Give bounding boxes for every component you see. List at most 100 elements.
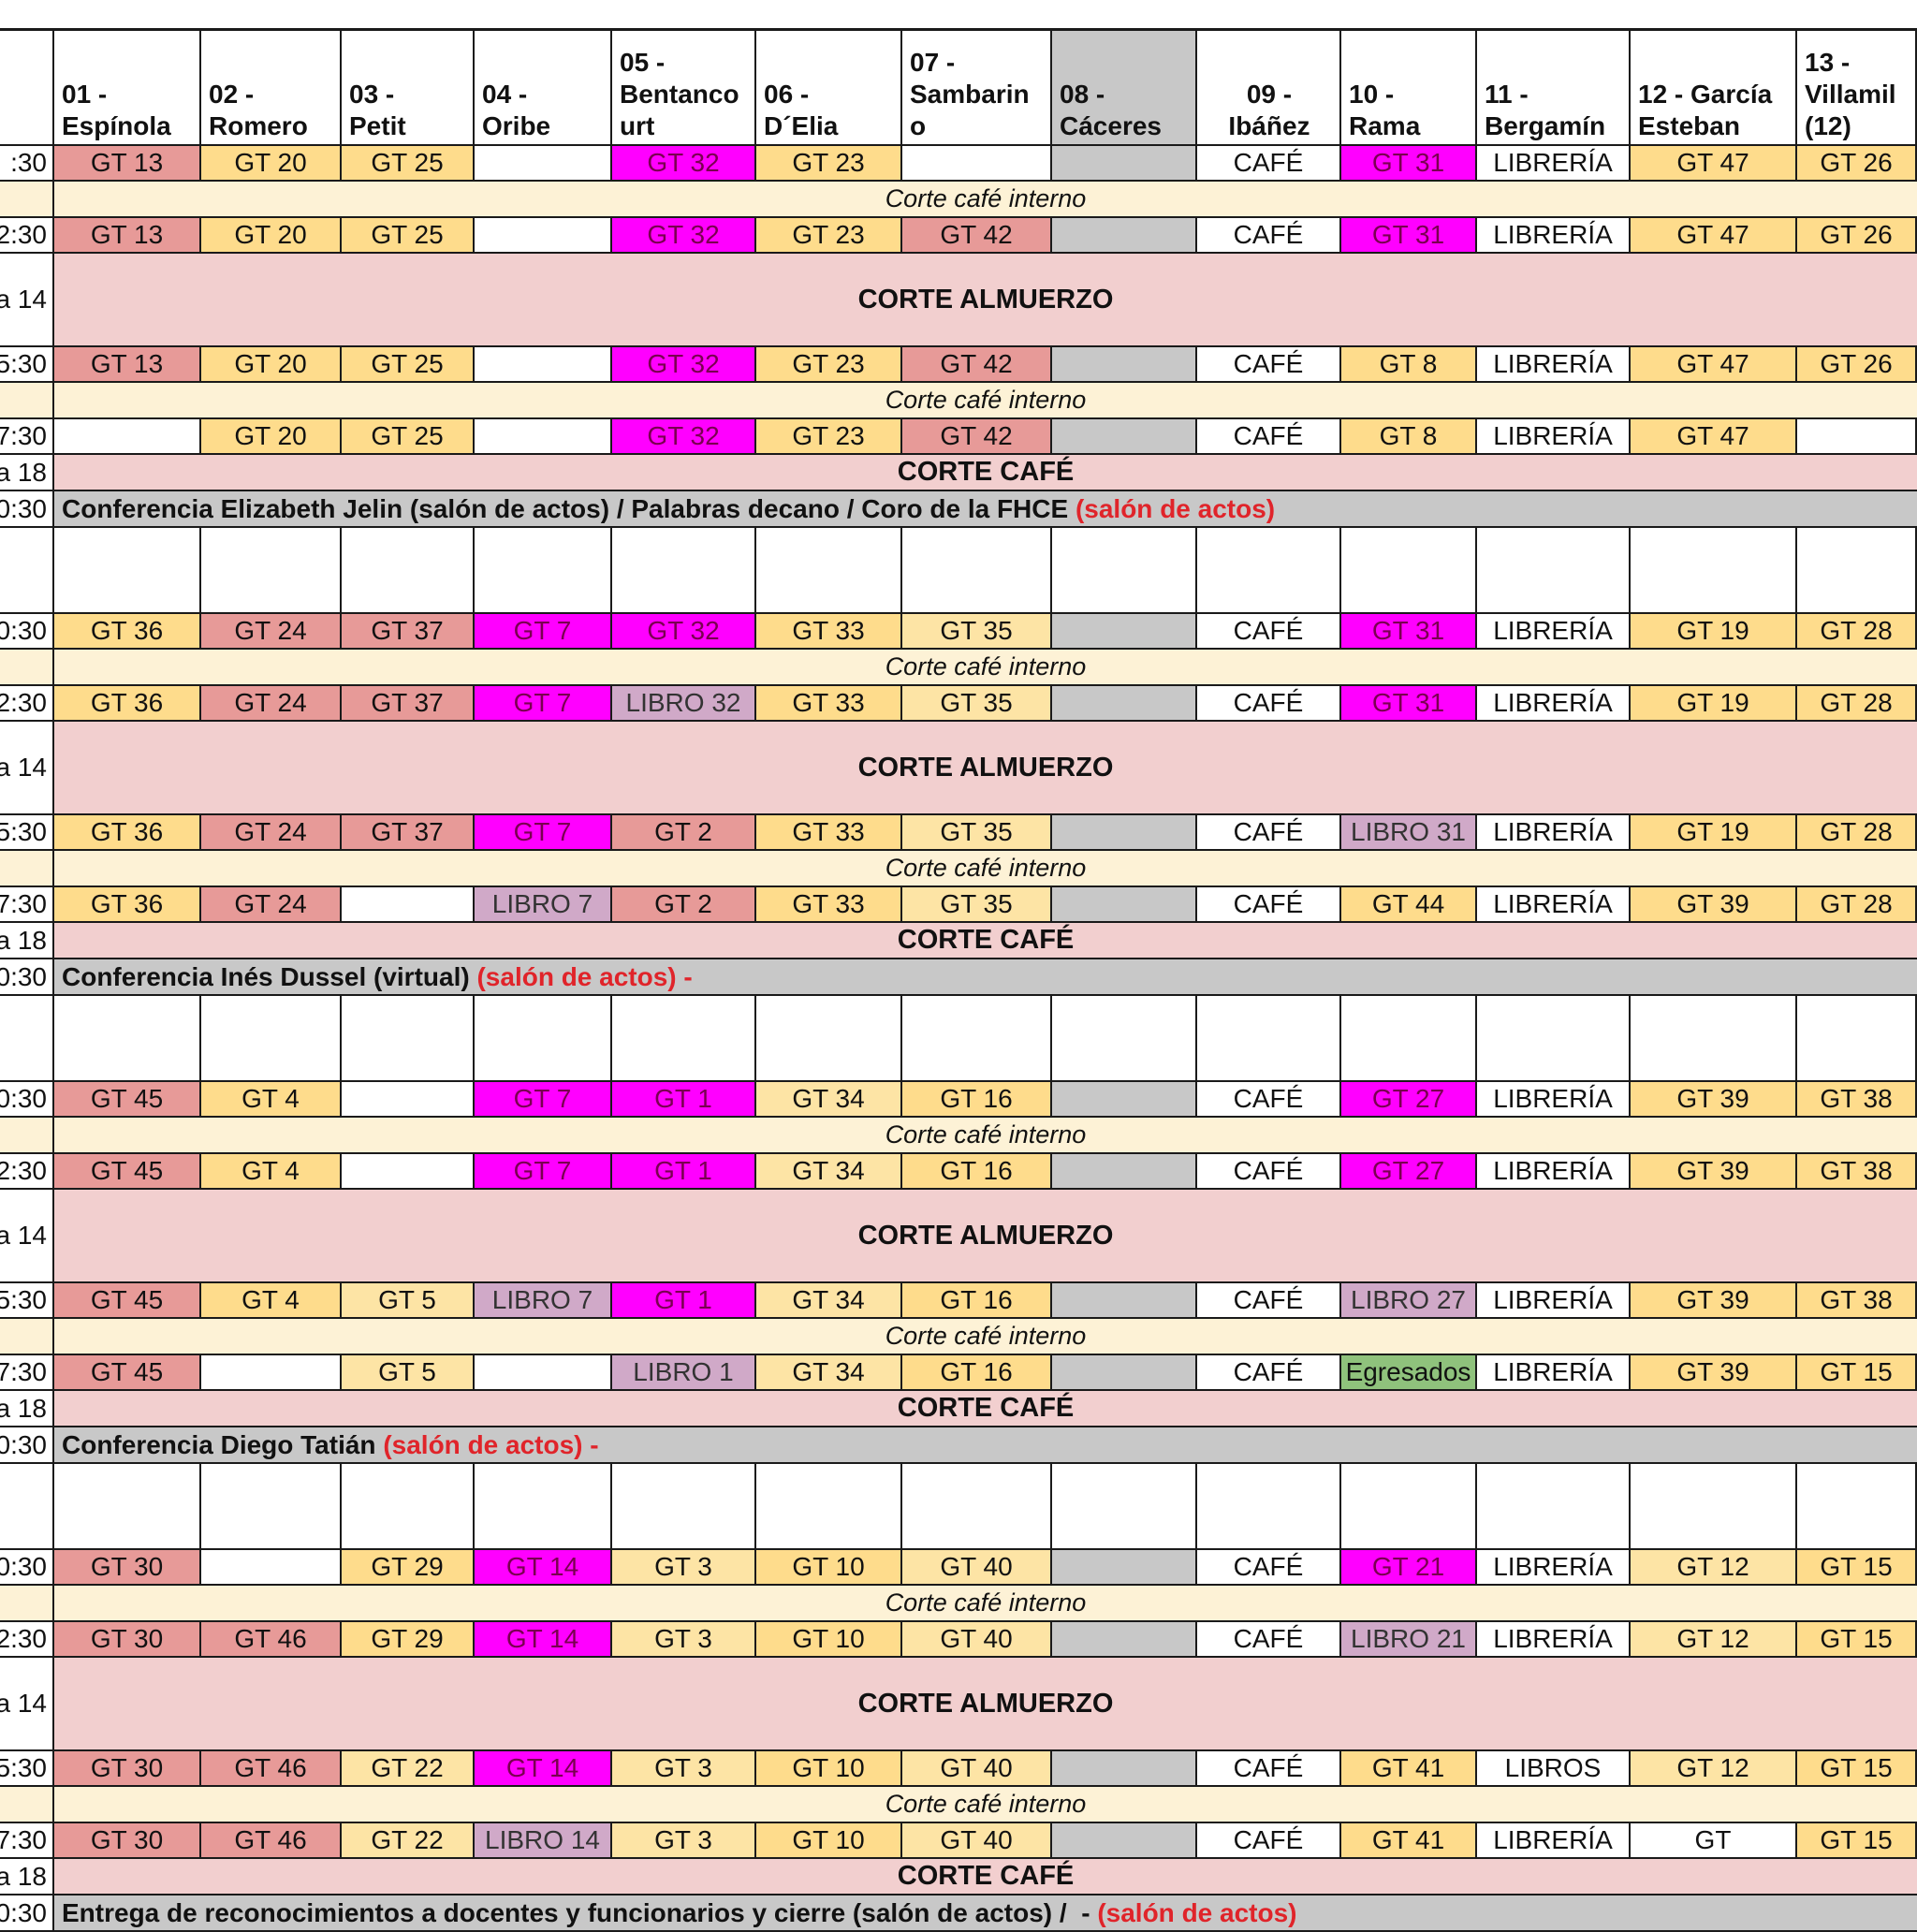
schedule-cell[interactable]: GT 19 bbox=[1631, 686, 1797, 722]
schedule-cell[interactable]: GT 32 bbox=[612, 146, 756, 182]
schedule-cell[interactable]: GT 37 bbox=[342, 686, 475, 722]
schedule-cell[interactable]: GT 33 bbox=[756, 887, 902, 923]
schedule-cell[interactable]: LIBROS bbox=[1477, 1751, 1631, 1787]
schedule-cell[interactable]: GT 12 bbox=[1631, 1622, 1797, 1658]
schedule-cell[interactable]: GT 4 bbox=[201, 1283, 342, 1319]
schedule-cell[interactable]: GT 20 bbox=[201, 419, 342, 455]
schedule-cell[interactable]: GT 20 bbox=[201, 218, 342, 254]
schedule-cell[interactable]: GT 21 bbox=[1341, 1550, 1477, 1586]
schedule-cell[interactable] bbox=[475, 218, 612, 254]
schedule-cell[interactable]: GT 3 bbox=[612, 1550, 756, 1586]
schedule-cell[interactable]: CAFÉ bbox=[1197, 614, 1341, 650]
schedule-cell[interactable]: GT 31 bbox=[1341, 686, 1477, 722]
schedule-cell[interactable]: GT 26 bbox=[1797, 218, 1917, 254]
schedule-cell[interactable]: GT 30 bbox=[54, 1823, 201, 1859]
schedule-cell[interactable]: GT 15 bbox=[1797, 1751, 1917, 1787]
schedule-cell[interactable]: GT 40 bbox=[902, 1823, 1052, 1859]
schedule-cell[interactable]: CAFÉ bbox=[1197, 1082, 1341, 1118]
schedule-cell[interactable]: GT 14 bbox=[475, 1622, 612, 1658]
schedule-cell[interactable]: GT 27 bbox=[1341, 1082, 1477, 1118]
schedule-cell[interactable] bbox=[342, 1082, 475, 1118]
schedule-cell[interactable] bbox=[1052, 686, 1197, 722]
schedule-cell[interactable]: GT 39 bbox=[1631, 1283, 1797, 1319]
schedule-cell[interactable]: GT 1 bbox=[612, 1154, 756, 1190]
schedule-cell[interactable]: GT 39 bbox=[1631, 1082, 1797, 1118]
schedule-cell[interactable]: GT 33 bbox=[756, 686, 902, 722]
schedule-cell[interactable]: GT 15 bbox=[1797, 1355, 1917, 1391]
schedule-cell[interactable]: LIBRERÍA bbox=[1477, 686, 1631, 722]
schedule-cell[interactable]: GT 31 bbox=[1341, 146, 1477, 182]
schedule-cell[interactable]: GT 20 bbox=[201, 146, 342, 182]
schedule-cell[interactable]: GT 5 bbox=[342, 1283, 475, 1319]
schedule-cell[interactable]: GT 2 bbox=[612, 887, 756, 923]
schedule-cell[interactable]: GT 28 bbox=[1797, 614, 1917, 650]
schedule-cell[interactable]: GT 16 bbox=[902, 1283, 1052, 1319]
schedule-cell[interactable]: GT 24 bbox=[201, 686, 342, 722]
schedule-cell[interactable]: GT 46 bbox=[201, 1622, 342, 1658]
schedule-cell[interactable]: GT 19 bbox=[1631, 614, 1797, 650]
schedule-cell[interactable]: GT 3 bbox=[612, 1622, 756, 1658]
schedule-cell[interactable]: GT 16 bbox=[902, 1082, 1052, 1118]
schedule-cell[interactable]: CAFÉ bbox=[1197, 1154, 1341, 1190]
schedule-cell[interactable] bbox=[475, 347, 612, 383]
schedule-cell[interactable]: GT 13 bbox=[54, 146, 201, 182]
schedule-cell[interactable]: GT 41 bbox=[1341, 1751, 1477, 1787]
schedule-cell[interactable]: GT 28 bbox=[1797, 815, 1917, 851]
schedule-cell[interactable]: GT 39 bbox=[1631, 1355, 1797, 1391]
schedule-cell[interactable] bbox=[1052, 614, 1197, 650]
schedule-cell[interactable]: GT 20 bbox=[201, 347, 342, 383]
schedule-cell[interactable]: GT 34 bbox=[756, 1283, 902, 1319]
schedule-cell[interactable]: Egresados bbox=[1341, 1355, 1477, 1391]
schedule-cell[interactable]: GT 3 bbox=[612, 1751, 756, 1787]
schedule-cell[interactable] bbox=[1052, 146, 1197, 182]
schedule-cell[interactable]: GT 33 bbox=[756, 815, 902, 851]
schedule-cell[interactable]: GT 14 bbox=[475, 1751, 612, 1787]
schedule-cell[interactable] bbox=[1052, 1355, 1197, 1391]
schedule-cell[interactable]: GT 34 bbox=[756, 1082, 902, 1118]
schedule-cell[interactable]: GT 29 bbox=[342, 1550, 475, 1586]
schedule-cell[interactable]: LIBRERÍA bbox=[1477, 1355, 1631, 1391]
schedule-cell[interactable]: LIBRERÍA bbox=[1477, 614, 1631, 650]
schedule-cell[interactable] bbox=[1052, 347, 1197, 383]
schedule-cell[interactable]: LIBRERÍA bbox=[1477, 419, 1631, 455]
schedule-cell[interactable]: GT 10 bbox=[756, 1823, 902, 1859]
schedule-cell[interactable]: GT 1 bbox=[612, 1283, 756, 1319]
schedule-cell[interactable]: GT 33 bbox=[756, 614, 902, 650]
schedule-cell[interactable]: GT 1 bbox=[612, 1082, 756, 1118]
schedule-cell[interactable]: LIBRO 7 bbox=[475, 887, 612, 923]
schedule-cell[interactable]: GT 45 bbox=[54, 1283, 201, 1319]
schedule-cell[interactable] bbox=[1052, 1082, 1197, 1118]
schedule-cell[interactable] bbox=[1052, 1283, 1197, 1319]
schedule-cell[interactable]: GT 28 bbox=[1797, 887, 1917, 923]
schedule-cell[interactable]: CAFÉ bbox=[1197, 815, 1341, 851]
schedule-cell[interactable]: GT 29 bbox=[342, 1622, 475, 1658]
schedule-cell[interactable]: GT 47 bbox=[1631, 347, 1797, 383]
schedule-cell[interactable]: GT 7 bbox=[475, 815, 612, 851]
schedule-cell[interactable]: GT 24 bbox=[201, 887, 342, 923]
schedule-cell[interactable]: LIBRO 32 bbox=[612, 686, 756, 722]
schedule-cell[interactable]: GT 24 bbox=[201, 614, 342, 650]
schedule-cell[interactable]: GT 30 bbox=[54, 1550, 201, 1586]
schedule-cell[interactable]: GT 32 bbox=[612, 614, 756, 650]
schedule-cell[interactable] bbox=[54, 419, 201, 455]
schedule-cell[interactable]: GT 37 bbox=[342, 815, 475, 851]
schedule-cell[interactable] bbox=[1052, 1550, 1197, 1586]
schedule-cell[interactable]: GT 47 bbox=[1631, 146, 1797, 182]
schedule-cell[interactable]: GT 32 bbox=[612, 347, 756, 383]
schedule-cell[interactable]: LIBRO 14 bbox=[475, 1823, 612, 1859]
schedule-cell[interactable]: GT 12 bbox=[1631, 1550, 1797, 1586]
schedule-cell[interactable]: GT 23 bbox=[756, 419, 902, 455]
schedule-cell[interactable]: GT 40 bbox=[902, 1622, 1052, 1658]
schedule-cell[interactable]: LIBRERÍA bbox=[1477, 1082, 1631, 1118]
schedule-cell[interactable] bbox=[1052, 815, 1197, 851]
schedule-cell[interactable]: GT 35 bbox=[902, 686, 1052, 722]
schedule-cell[interactable]: GT 44 bbox=[1341, 887, 1477, 923]
schedule-cell[interactable]: LIBRERÍA bbox=[1477, 1550, 1631, 1586]
schedule-cell[interactable]: GT 35 bbox=[902, 815, 1052, 851]
schedule-cell[interactable]: LIBRERÍA bbox=[1477, 1622, 1631, 1658]
schedule-cell[interactable]: LIBRERÍA bbox=[1477, 887, 1631, 923]
schedule-cell[interactable]: GT 36 bbox=[54, 887, 201, 923]
schedule-cell[interactable] bbox=[1052, 419, 1197, 455]
schedule-cell[interactable]: GT 23 bbox=[756, 347, 902, 383]
schedule-cell[interactable]: GT 30 bbox=[54, 1622, 201, 1658]
